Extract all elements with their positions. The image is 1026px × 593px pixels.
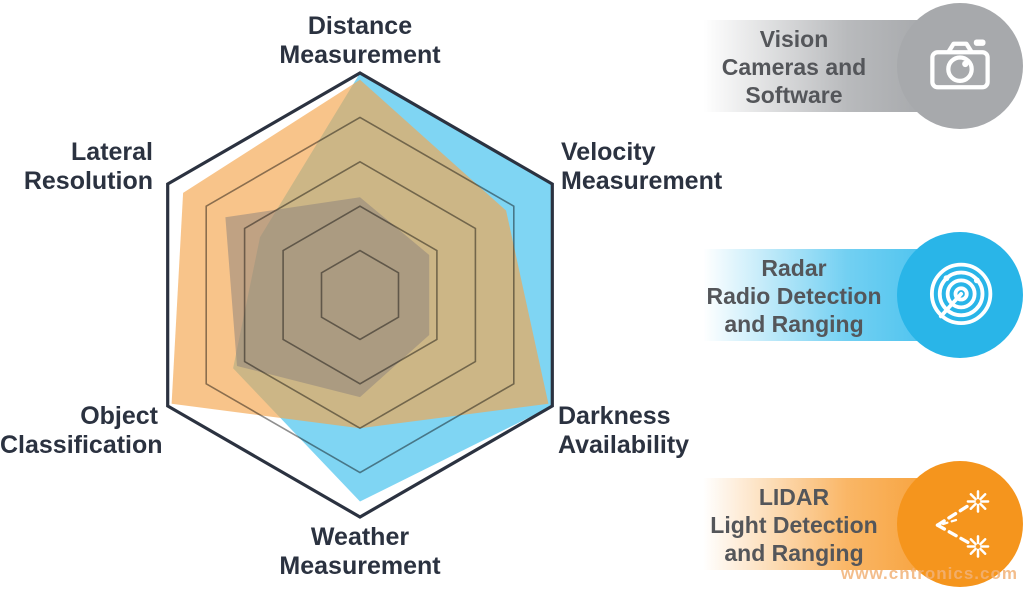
axis-label-weather-measurement: Weather Measurement: [279, 523, 440, 581]
grid-ring: [205, 116, 515, 474]
legend-label-line: Vision: [759, 26, 829, 52]
radar-chart: [166, 71, 554, 519]
axis-label-line: Lateral: [71, 138, 153, 166]
axis-label-darkness-availability: Darkness Availability: [558, 402, 689, 460]
legend-label-line: Software: [745, 82, 843, 108]
axis-label-line: Resolution: [23, 167, 153, 195]
grid-ring: [282, 205, 438, 385]
axis-label-line: Measurement: [279, 552, 441, 580]
axis-label-distance-measurement: Distance Measurement: [279, 12, 440, 70]
axis-label-line: Darkness: [558, 402, 671, 430]
legend-label-line: Radio Detection: [706, 283, 882, 309]
legend-label-line: Radar: [761, 255, 827, 281]
axis-label-line: Classification: [0, 431, 163, 459]
legend-label-lidar: LIDAR Light Detection and Ranging: [688, 483, 900, 567]
axis-label-object-classification: Object Classification: [0, 402, 163, 460]
legend-badge-radar: [897, 232, 1023, 358]
axis-label-line: Measurement: [561, 167, 723, 195]
lidar-icon: [935, 490, 990, 558]
legend-label-line: and Ranging: [724, 311, 864, 337]
legend-label-line: Cameras and: [721, 54, 867, 80]
camera-icon: [930, 39, 990, 90]
legend-label-vision: Vision Cameras and Software: [688, 25, 900, 109]
grid-ring: [243, 160, 477, 430]
axis-label-line: Velocity: [561, 138, 656, 166]
legend-badge-vision: [897, 3, 1023, 129]
radar-icon: [929, 262, 993, 326]
legend-label-radar: Radar Radio Detection and Ranging: [688, 254, 900, 338]
legend-label-line: LIDAR: [758, 484, 830, 510]
axis-label-line: Weather: [310, 523, 410, 551]
legend-label-line: Light Detection: [710, 512, 878, 538]
axis-label-line: Measurement: [279, 41, 441, 69]
axis-label-line: Object: [80, 402, 158, 430]
axis-label-line: Distance: [307, 12, 413, 40]
series-polygon-vision: [225, 197, 430, 398]
chart-outline: [166, 71, 554, 519]
watermark: www.cntronics.com: [841, 564, 1018, 583]
axis-label-velocity-measurement: Velocity Measurement: [561, 138, 722, 196]
legend-label-line: and Ranging: [724, 540, 864, 566]
legend-badge-lidar: [897, 461, 1023, 587]
axis-label-lateral-resolution: Lateral Resolution: [0, 138, 153, 196]
axis-label-line: Availability: [558, 431, 690, 459]
grid-ring: [320, 249, 400, 341]
